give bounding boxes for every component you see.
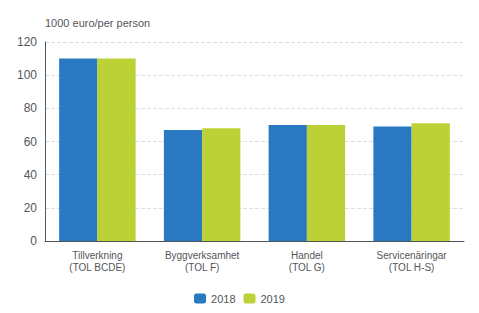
- svg-text:20: 20: [24, 201, 38, 215]
- svg-text:80: 80: [24, 101, 38, 115]
- svg-text:Tillverkning: Tillverkning: [72, 250, 122, 261]
- svg-text:2019: 2019: [261, 293, 285, 305]
- svg-text:Servicenäringar: Servicenäringar: [377, 250, 448, 261]
- svg-text:100: 100: [17, 68, 37, 82]
- svg-text:1000 euro/per person: 1000 euro/per person: [45, 17, 150, 29]
- svg-text:Byggverksamhet: Byggverksamhet: [165, 250, 240, 261]
- svg-text:(TOL G): (TOL G): [289, 262, 325, 273]
- svg-text:0: 0: [30, 234, 37, 248]
- svg-text:2018: 2018: [211, 293, 235, 305]
- svg-text:(TOL BCDE): (TOL BCDE): [69, 262, 125, 273]
- svg-text:40: 40: [24, 168, 38, 182]
- svg-text:60: 60: [24, 135, 38, 149]
- svg-text:(TOL F): (TOL F): [185, 262, 219, 273]
- svg-text:120: 120: [17, 35, 37, 49]
- svg-text:Handel: Handel: [291, 250, 323, 261]
- svg-text:(TOL H-S): (TOL H-S): [389, 262, 435, 273]
